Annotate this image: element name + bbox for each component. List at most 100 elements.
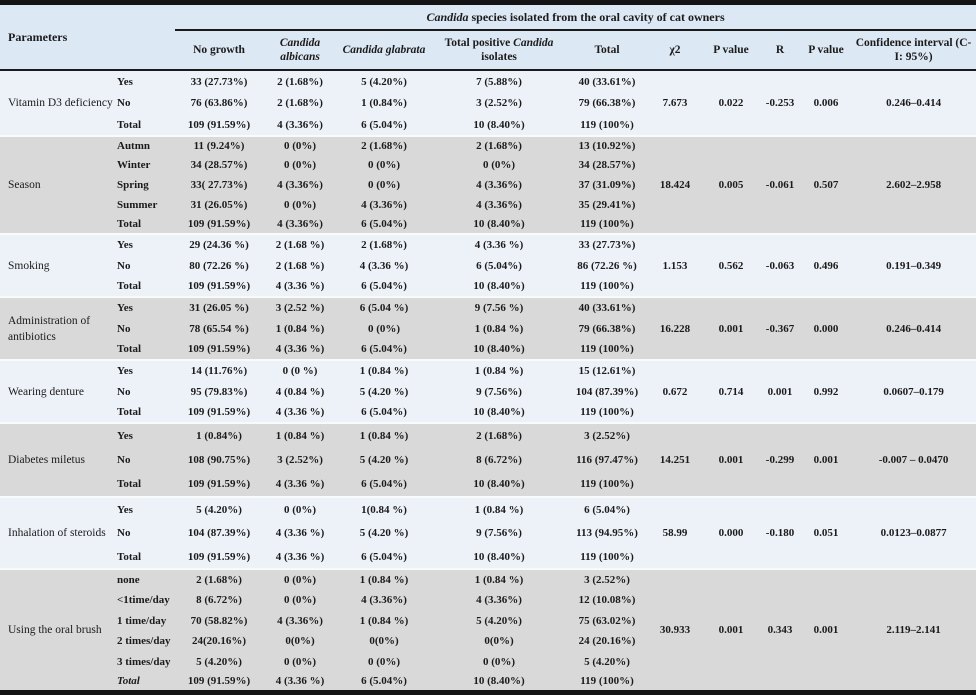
row-label: No <box>117 385 131 398</box>
value-cell: 4 (3.36 %) <box>275 280 325 293</box>
stat-r: -0.061 <box>765 179 795 192</box>
stat-r: -0.299 <box>765 454 795 467</box>
row-label: No <box>117 97 131 110</box>
stat-r: -0.180 <box>765 527 795 540</box>
value-cell: 0(0%) <box>285 635 315 648</box>
value-cell: 1 (0.84 %) <box>359 365 409 378</box>
value-cell: 40 (33.61%) <box>578 75 636 88</box>
table-row: No 95 (79.83%) 4 (0.84 %) 5 (4.20 %) 9 (7.56… <box>0 381 976 402</box>
table-row: Total 109 (91.59%) 4 (3.36 %) 6 (5.04%) 10 (… <box>0 473 976 498</box>
value-cell: 10 (8.40%) <box>473 343 525 356</box>
table-row: Total 109 (91.59%) 4 (3.36 %) 6 (5.04%) 10 (… <box>0 339 976 360</box>
row-label: Total <box>117 478 142 491</box>
value-cell: 2 (1.68%) <box>196 574 242 587</box>
value-cell: 2 (1.68 %) <box>275 239 325 252</box>
table-row: No 108 (90.75%) 3 (2.52%) 5 (4.20 %) 8 (6.72… <box>0 448 976 473</box>
table-row: 3 times/day 5 (4.20%) 0 (0%) 0 (0%) 0 (0%) 5 … <box>0 651 976 672</box>
value-cell: 6 (5.04%) <box>361 406 407 419</box>
value-cell: 10 (8.40%) <box>473 280 525 293</box>
value-cell: 2 (1.68%) <box>277 97 323 110</box>
value-cell: 35 (29.41%) <box>578 198 636 211</box>
value-cell: 119 (100%) <box>580 343 634 356</box>
parameter-label: Using the oral brush <box>8 624 102 637</box>
value-cell: 119 (100%) <box>580 550 634 563</box>
parameter-label: Inhalation of steroids <box>8 527 106 540</box>
value-cell: 4 (3.36 %) <box>275 478 325 491</box>
row-label: Total <box>117 118 142 131</box>
value-cell: 6 (5.04%) <box>361 478 407 491</box>
value-cell: 15 (12.61%) <box>578 365 636 378</box>
value-cell: 86 (72.26 %) <box>577 259 637 272</box>
value-cell: 4 (3.36 %) <box>275 343 325 356</box>
row-label: none <box>117 574 140 587</box>
section-diabetes-miletus: Diabetes miletus Yes 1 (0.84%) 1 (0.84 %) 1 … <box>0 423 976 498</box>
col-total: Total <box>567 30 648 71</box>
value-cell: 0 (0 %) <box>282 365 318 378</box>
stat-p-value-2: 0.507 <box>813 179 839 192</box>
stat-chi2: 0.672 <box>662 385 688 398</box>
value-cell: 33 (27.73%) <box>578 239 636 252</box>
value-cell: 1 (0.84 %) <box>474 503 524 516</box>
parameters-header: Parameters <box>0 2 176 71</box>
table-row: Spring 33( 27.73%) 4 (3.36%) 0 (0%) 4 (3.36%… <box>0 175 976 195</box>
value-cell: 4 (3.36 %) <box>275 550 325 563</box>
table-row: Total 109 (91.59%) 4 (3.36 %) 6 (5.04%) 10 (… <box>0 672 976 693</box>
value-cell: 1 (0.84 %) <box>359 614 409 627</box>
value-cell: 1 (0.84 %) <box>474 365 524 378</box>
value-cell: 104 (87.39%) <box>187 527 251 540</box>
row-label: 3 times/day <box>117 655 171 668</box>
stat-p-value-1: 0.001 <box>718 322 744 335</box>
parameter-label: Season <box>8 179 41 192</box>
stat-p-value-1: 0.022 <box>718 97 744 110</box>
value-cell: 40 (33.61%) <box>578 302 636 315</box>
table-row: Smoking Yes 29 (24.36 %) 2 (1.68 %) 2 (1.68%… <box>0 234 976 272</box>
value-cell: 6 (5.04%) <box>361 674 407 687</box>
value-cell: 10 (8.40%) <box>473 550 525 563</box>
stat-chi2: 58.99 <box>662 527 688 540</box>
value-cell: 34 (28.57%) <box>190 159 248 172</box>
value-cell: 109 (91.59%) <box>187 674 251 687</box>
value-cell: 4 (3.36%) <box>361 594 407 607</box>
value-cell: 0 (0%) <box>283 574 317 587</box>
value-cell: 0(0%) <box>369 635 399 648</box>
parameter-label: Diabetes miletus <box>8 454 85 467</box>
value-cell: 6 (5.04%) <box>361 280 407 293</box>
row-label: Winter <box>117 159 151 172</box>
stat-p-value-1: 0.001 <box>718 454 744 467</box>
col-chi2: χ2 <box>647 30 704 71</box>
value-cell: 6 (5.04%) <box>476 259 522 272</box>
value-cell: 75 (63.02%) <box>578 614 636 627</box>
value-cell: 1 (0.84 %) <box>275 430 325 443</box>
value-cell: 78 (65.54 %) <box>189 322 249 335</box>
value-cell: 1 (0.84 %) <box>474 322 524 335</box>
value-cell: 4 (3.36%) <box>476 594 522 607</box>
value-cell: 10 (8.40%) <box>473 217 525 230</box>
parameter-label: Wearing denture <box>8 385 85 398</box>
value-cell: 31 (26.05 %) <box>189 302 249 315</box>
stat-p-value-2: 0.001 <box>813 624 839 637</box>
value-cell: 4 (3.36 %) <box>359 259 409 272</box>
value-cell: 2 (1.68%) <box>361 239 407 252</box>
stat-chi2: 1.153 <box>662 259 688 272</box>
stat-confidence-interval: 0.191–0.349 <box>886 259 942 272</box>
row-label: Spring <box>117 179 149 192</box>
row-label: 1 time/day <box>117 614 167 627</box>
parameter-label: Administration of antibiotics <box>8 314 91 343</box>
value-cell: 4 (3.36 %) <box>275 406 325 419</box>
value-cell: 70 (58.82%) <box>190 614 248 627</box>
value-cell: 9 (7.56%) <box>476 385 522 398</box>
value-cell: 2 (1.68%) <box>277 75 323 88</box>
value-cell: 109 (91.59%) <box>187 550 251 563</box>
value-cell: 6 (5.04%) <box>361 217 407 230</box>
value-cell: 0 (0%) <box>283 594 317 607</box>
table-row: Vitamin D3 deficiency Yes 33 (27.73%) 2 (1.… <box>0 70 976 110</box>
value-cell: 1 (0.84%) <box>196 430 242 443</box>
value-cell: 119 (100%) <box>580 674 634 687</box>
stat-confidence-interval: -0.007 – 0.0470 <box>878 454 949 467</box>
value-cell: 0 (0%) <box>283 503 317 516</box>
value-cell: 9 (7.56%) <box>476 527 522 540</box>
stat-p-value-2: 0.496 <box>813 259 839 272</box>
value-cell: 0 (0%) <box>283 159 317 172</box>
value-cell: 4 (3.36 %) <box>275 527 325 540</box>
value-cell: 80 (72.26 %) <box>189 259 249 272</box>
